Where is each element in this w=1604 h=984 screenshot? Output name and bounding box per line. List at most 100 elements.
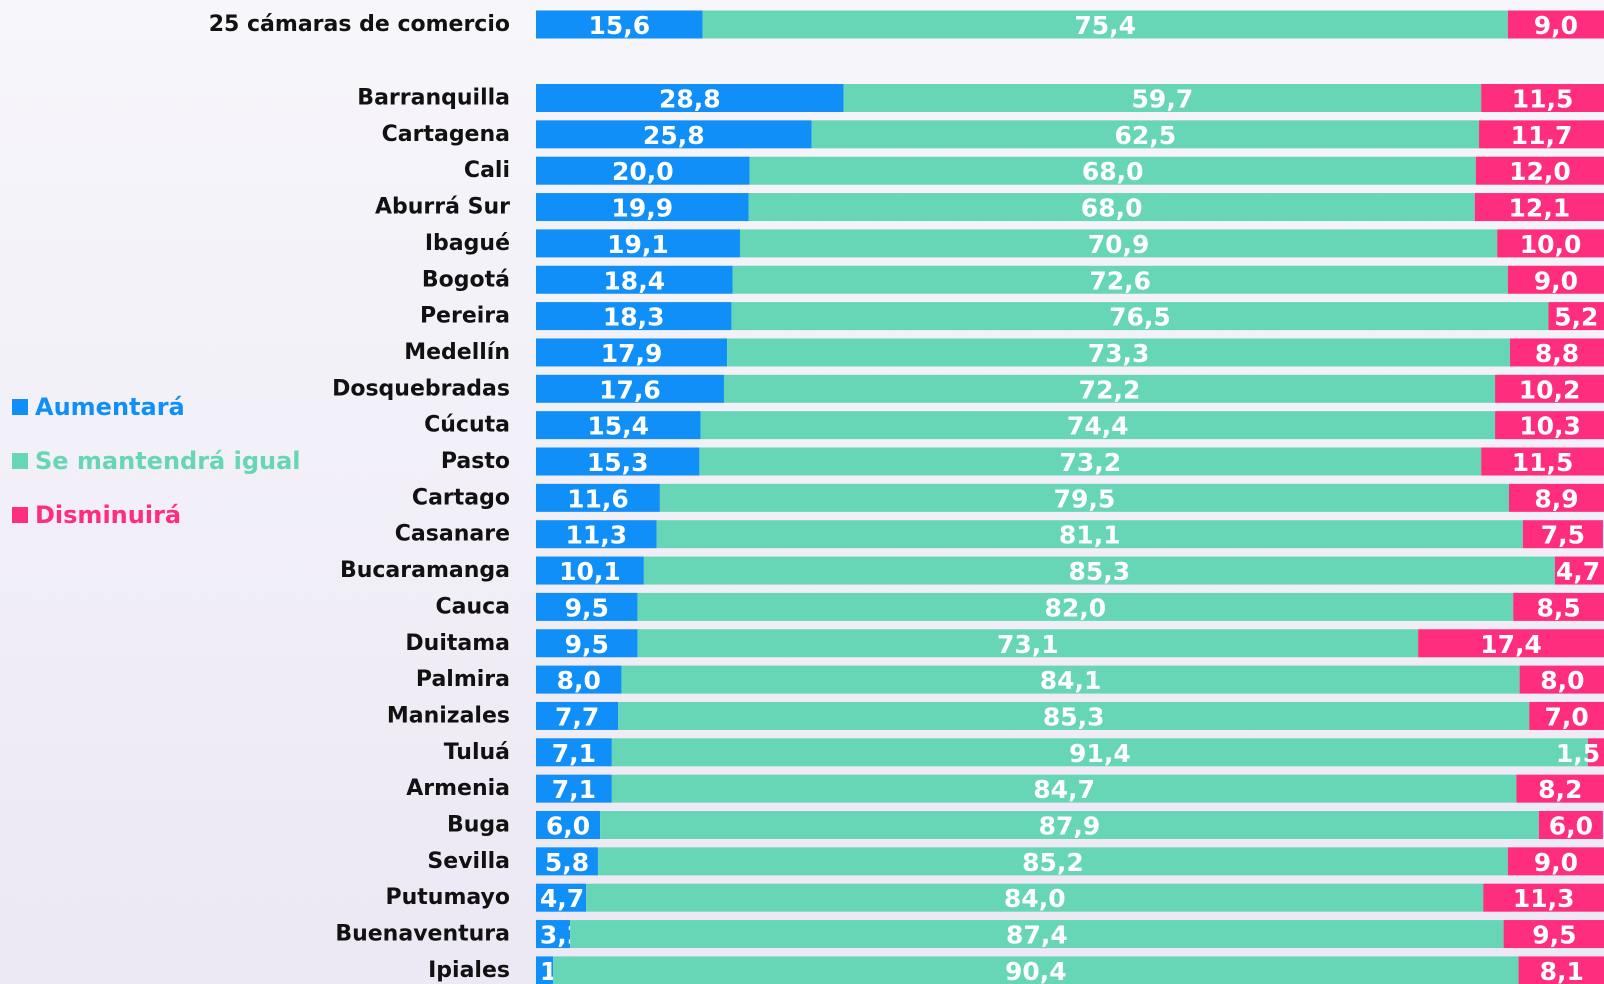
category-label: Duitama — [405, 631, 510, 656]
value-label: 76,5 — [1109, 303, 1171, 332]
bar-segment — [1475, 156, 1604, 185]
bar-segment — [1508, 483, 1604, 512]
bar-segment — [536, 338, 728, 367]
bar-segment — [586, 883, 1484, 912]
value-label: 1,5 — [1556, 739, 1600, 768]
bar-segment — [1474, 193, 1604, 222]
value-label: 11,5 — [1512, 448, 1574, 477]
bar-segment — [1481, 447, 1604, 476]
value-label: 28,8 — [659, 85, 721, 114]
value-label: 9,0 — [1534, 11, 1578, 40]
bar-segment — [643, 556, 1555, 585]
value-label: 17,6 — [599, 375, 661, 404]
legend-label: Disminuirá — [35, 501, 181, 529]
bar-segment — [1507, 265, 1604, 294]
legend-swatch — [12, 399, 28, 415]
value-label: 12,1 — [1509, 194, 1571, 223]
bar-segment — [597, 847, 1508, 876]
bar-segment — [536, 920, 571, 949]
bar-segment — [1418, 629, 1604, 658]
value-label: 11,3 — [1513, 884, 1575, 913]
bar-segment — [536, 811, 601, 839]
bar-segment — [570, 920, 1504, 949]
value-label: 85,2 — [1022, 848, 1084, 877]
value-label: 7,1 — [552, 775, 596, 804]
bar-segment — [536, 374, 724, 403]
value-label: 6,0 — [546, 812, 590, 841]
bar-segment — [600, 811, 1539, 839]
bar-segment — [1516, 774, 1604, 803]
value-label: 5,2 — [1554, 303, 1598, 332]
value-label: 87,9 — [1039, 812, 1101, 841]
category-label: Pereira — [420, 304, 510, 329]
category-label: Pasto — [441, 449, 510, 474]
bar-segment — [1495, 374, 1604, 403]
bar-segment — [536, 193, 749, 222]
value-label: 79,5 — [1054, 484, 1116, 513]
category-label: Cali — [464, 158, 510, 183]
value-label: 7,0 — [1544, 702, 1588, 731]
value-label: 18,4 — [603, 266, 665, 295]
value-label: 19,9 — [611, 194, 673, 223]
bar-segment — [536, 738, 612, 767]
bar-segment — [739, 229, 1498, 258]
value-label: 72,6 — [1089, 266, 1151, 295]
category-label: Buga — [447, 813, 510, 838]
value-label: 81,1 — [1059, 521, 1121, 550]
value-label: 11,3 — [565, 521, 627, 550]
bar-segment — [536, 229, 740, 258]
bar-segment — [1510, 338, 1604, 367]
value-label: 15,3 — [587, 448, 649, 477]
value-label: 8,0 — [557, 666, 601, 695]
bar-segment — [1587, 738, 1604, 767]
bar-segment — [637, 592, 1514, 621]
bar-segment — [1529, 701, 1604, 730]
bar-segment — [749, 156, 1476, 185]
bar-segment — [1507, 847, 1604, 876]
value-label: 19,1 — [607, 230, 669, 259]
value-label: 8,2 — [1538, 775, 1582, 804]
category-label: Cartago — [412, 485, 510, 510]
bar-segment — [1522, 520, 1603, 549]
value-label: 68,0 — [1082, 157, 1144, 186]
bar-segment — [536, 592, 638, 621]
bar-segment — [536, 84, 844, 112]
bar-segment — [699, 447, 1482, 476]
legend-label: Aumentará — [35, 393, 185, 421]
category-label: Buenaventura — [335, 922, 510, 947]
bar-segment — [1483, 883, 1604, 912]
value-label: 82,0 — [1044, 593, 1106, 622]
value-label: 84,1 — [1040, 666, 1102, 695]
bar-segment — [1538, 811, 1603, 839]
value-label: 11,7 — [1511, 121, 1573, 150]
value-label: 90,4 — [1005, 957, 1067, 984]
bar-segment — [637, 629, 1419, 658]
value-label: 18,3 — [603, 303, 665, 332]
category-label: Dosquebradas — [332, 376, 510, 401]
bar-segment — [553, 956, 1519, 984]
value-label: 10,0 — [1520, 230, 1582, 259]
value-label: 8,8 — [1535, 339, 1579, 368]
value-label: 8,9 — [1534, 484, 1578, 513]
value-label: 11,5 — [1512, 85, 1574, 114]
bar-segment — [731, 302, 1549, 331]
category-label: Putumayo — [385, 885, 510, 910]
value-label: 73,3 — [1088, 339, 1150, 368]
bar-segment — [727, 338, 1511, 367]
bar-segment — [536, 520, 657, 549]
value-label: 85,3 — [1043, 702, 1105, 731]
bar-segment — [611, 774, 1517, 803]
bar-segment — [621, 665, 1520, 694]
value-label: 15,6 — [588, 11, 650, 40]
value-label: 5,8 — [545, 848, 589, 877]
category-label: Armenia — [406, 776, 510, 801]
value-label: 75,4 — [1074, 11, 1136, 40]
value-label: 17,9 — [601, 339, 663, 368]
category-label: Ibagué — [425, 231, 510, 256]
category-label: Cauca — [435, 594, 510, 619]
bar-segment — [702, 10, 1508, 39]
bar-segment — [811, 120, 1480, 149]
bar-segment — [536, 629, 638, 658]
bar-segment — [1479, 120, 1604, 149]
